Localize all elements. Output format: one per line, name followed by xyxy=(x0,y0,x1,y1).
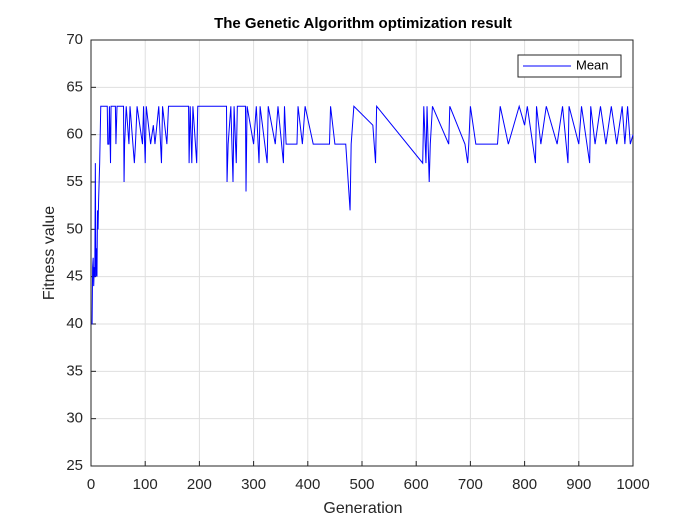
x-tick-label: 800 xyxy=(512,476,537,493)
y-tick-label: 60 xyxy=(66,126,83,143)
y-tick-label: 65 xyxy=(66,78,83,95)
y-tick-label: 50 xyxy=(66,220,83,237)
chart-title: The Genetic Algorithm optimization resul… xyxy=(214,15,512,32)
x-tick-label: 300 xyxy=(241,476,266,493)
y-axis-label: Fitness value xyxy=(41,206,58,300)
y-tick-label: 35 xyxy=(66,362,83,379)
axes-box xyxy=(90,39,634,467)
y-tick-label: 45 xyxy=(66,268,83,285)
y-tick-label: 25 xyxy=(66,457,83,474)
x-tick-label: 900 xyxy=(566,476,591,493)
x-tick-label: 1000 xyxy=(616,476,649,493)
x-tick-label: 500 xyxy=(349,476,374,493)
legend-label: Mean xyxy=(576,57,609,72)
y-tick-label: 30 xyxy=(66,410,83,427)
data-line xyxy=(91,104,634,325)
x-tick-label: 0 xyxy=(87,476,95,493)
x-tick-label: 700 xyxy=(458,476,483,493)
y-tick-label: 55 xyxy=(66,173,83,190)
x-tick-label: 100 xyxy=(133,476,158,493)
y-tick-label: 40 xyxy=(66,315,83,332)
x-tick-label: 400 xyxy=(295,476,320,493)
x-tick-label: 200 xyxy=(187,476,212,493)
y-tick-label: 70 xyxy=(66,31,83,48)
x-tick-label: 600 xyxy=(404,476,429,493)
x-axis-label: Generation xyxy=(323,500,402,517)
